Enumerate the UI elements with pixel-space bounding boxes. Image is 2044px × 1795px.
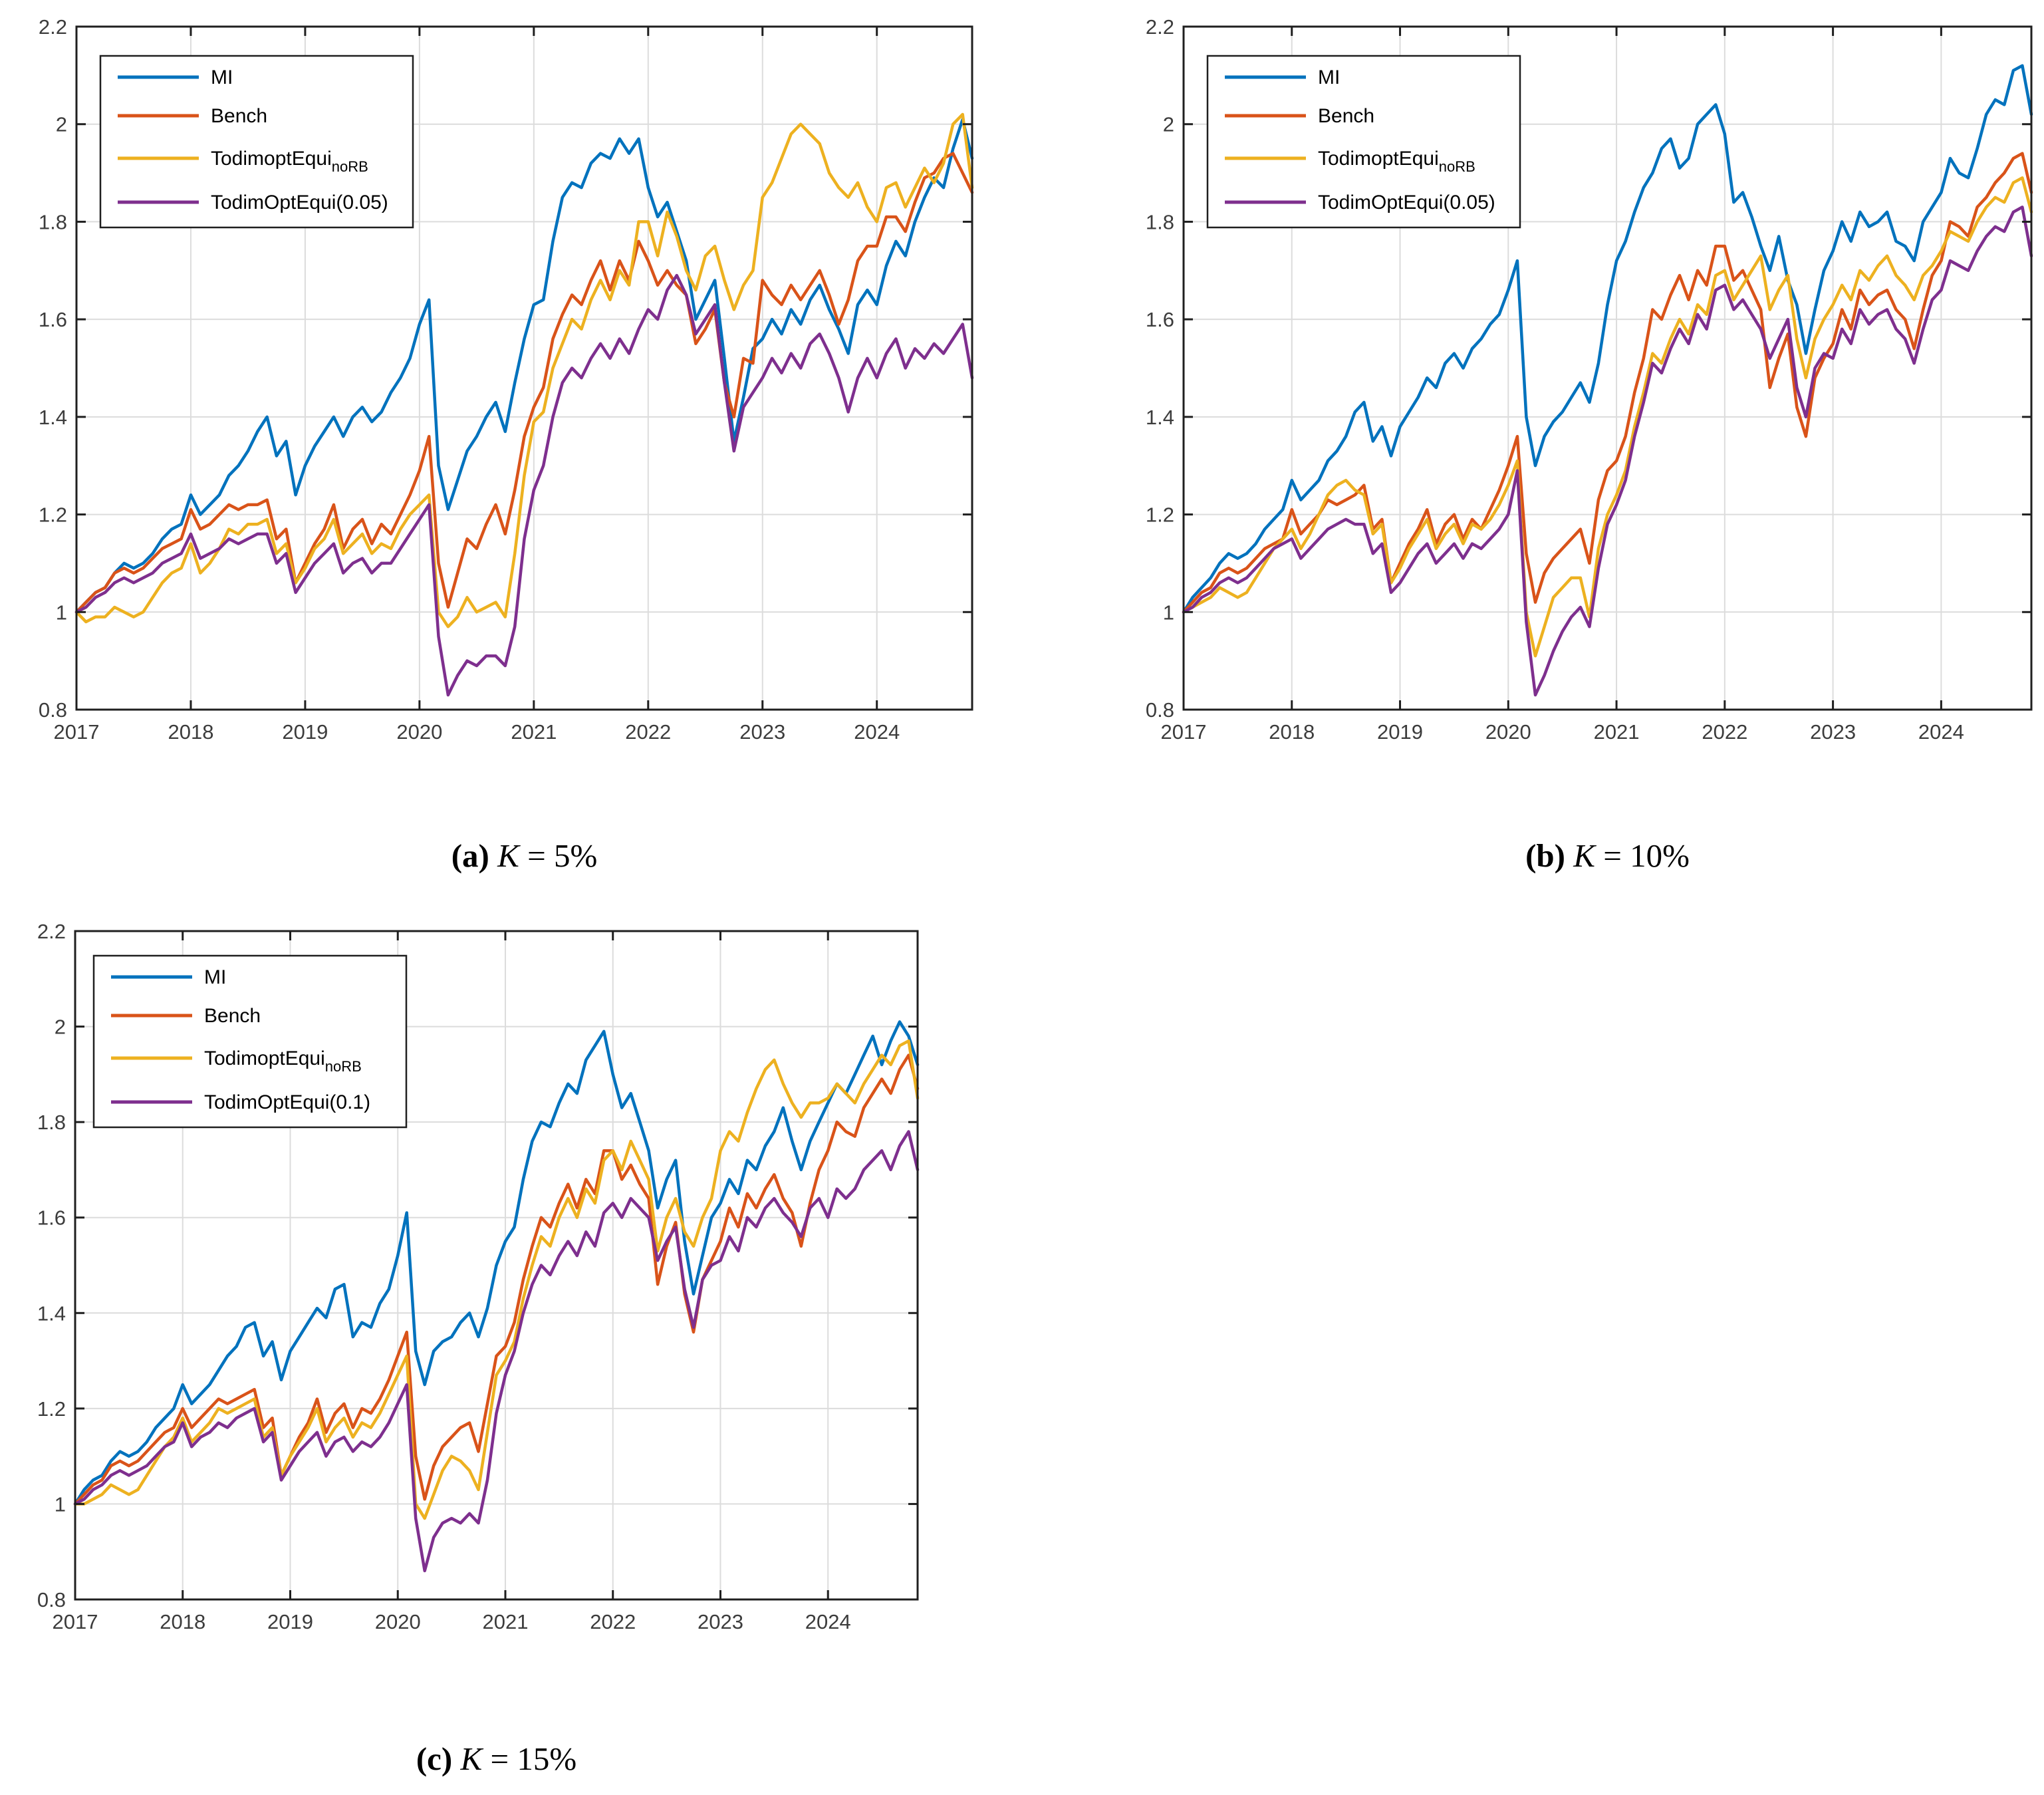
series-line-MI [74, 118, 974, 614]
panel-caption-b: (b) K = 10% [1184, 837, 2031, 875]
legend [92, 954, 408, 1129]
y-tick-label: 2.2 [39, 15, 67, 39]
x-tick-label: 2018 [1269, 720, 1315, 744]
y-tick-label: 0.8 [37, 1588, 66, 1611]
panel-caption-a: (a) K = 5% [76, 837, 972, 875]
y-tick-label: 1.8 [37, 1111, 66, 1134]
x-tick-label: 2018 [168, 720, 213, 744]
caption-prefix: (b) [1525, 837, 1565, 874]
x-tick-label: 2024 [805, 1610, 851, 1633]
axes-box [75, 25, 973, 711]
legend-item-label: MI [204, 966, 226, 988]
x-tick-label: 2020 [375, 1610, 421, 1633]
x-tick-label: 2022 [1702, 720, 1747, 744]
legend-item-label: MI [211, 67, 233, 88]
x-tick-label: 2018 [160, 1610, 205, 1633]
legend [1206, 55, 1521, 229]
y-tick-label: 1.2 [1146, 503, 1174, 527]
y-tick-label: 1.2 [37, 1397, 66, 1421]
y-tick-label: 1.8 [1146, 210, 1174, 233]
legend-item-label: Bench [204, 1005, 261, 1027]
series-line-TodimOptEqui005 [1182, 206, 2033, 697]
axes-box [74, 930, 919, 1601]
y-tick-label: 0.8 [39, 698, 67, 722]
x-tick-label: 2017 [53, 1610, 98, 1633]
caption-prefix: (a) [451, 837, 489, 874]
legend-item-label: Bench [1318, 105, 1374, 127]
y-tick-label: 1.6 [39, 308, 67, 331]
legend-label-subscript: noRB [332, 158, 368, 175]
x-tick-label: 2017 [54, 720, 100, 744]
caption-variable: K [460, 1740, 483, 1777]
series-line-TodimOptEqui005 [74, 273, 974, 697]
caption-variable: K [1573, 837, 1595, 874]
series-line-MI [1182, 64, 2033, 614]
series-line-Bench [74, 152, 974, 614]
y-tick-label: 1.2 [39, 503, 67, 527]
x-tick-label: 2024 [1918, 720, 1964, 744]
x-tick-label: 2020 [1485, 720, 1531, 744]
y-tick-label: 2.2 [1146, 15, 1174, 39]
legend-item-label: MI [1318, 67, 1340, 88]
caption-variable: K [497, 837, 519, 874]
x-tick-label: 2023 [1810, 720, 1856, 744]
y-tick-label: 1 [1163, 601, 1174, 624]
y-tick-label: 1.4 [1146, 406, 1174, 429]
legend [99, 55, 414, 229]
y-tick-label: 1.4 [39, 406, 67, 429]
x-tick-label: 2019 [1377, 720, 1423, 744]
y-tick-label: 1.8 [39, 210, 67, 233]
caption-prefix: (c) [416, 1740, 453, 1777]
y-tick-label: 1.4 [37, 1302, 66, 1325]
y-tick-label: 0.8 [1146, 698, 1174, 722]
legend-label-subscript: noRB [1439, 158, 1475, 175]
x-tick-label: 2019 [282, 720, 328, 744]
y-tick-label: 2 [1163, 113, 1174, 136]
y-tick-label: 1.6 [37, 1206, 66, 1230]
x-tick-label: 2021 [482, 1610, 528, 1633]
x-tick-label: 2021 [1594, 720, 1640, 744]
series-line-TodimOptEqui01 [73, 1130, 920, 1573]
x-tick-label: 2020 [396, 720, 442, 744]
legend-item-label: TodimOptEqui(0.05) [1318, 192, 1495, 213]
x-tick-label: 2023 [698, 1610, 743, 1633]
x-tick-label: 2021 [511, 720, 557, 744]
y-tick-label: 1 [56, 601, 67, 624]
legend-item-label: TodimOptEqui(0.1) [204, 1091, 370, 1113]
caption-value: = 5% [527, 837, 598, 874]
series-line-TodimoptEqui [1182, 176, 2033, 658]
legend-item-label: TodimOptEqui(0.05) [211, 192, 388, 213]
y-tick-label: 1 [55, 1492, 66, 1516]
x-tick-label: 2024 [854, 720, 900, 744]
series-line-TodimoptEqui [73, 1039, 920, 1520]
y-tick-label: 2 [55, 1016, 66, 1039]
x-tick-label: 2019 [267, 1610, 313, 1633]
series-line-TodimoptEqui [74, 112, 974, 628]
caption-value: = 10% [1603, 837, 1690, 874]
x-tick-label: 2017 [1161, 720, 1207, 744]
series-line-MI [73, 1020, 920, 1506]
y-tick-label: 1.6 [1146, 308, 1174, 331]
x-tick-label: 2022 [590, 1610, 636, 1633]
x-tick-label: 2022 [625, 720, 671, 744]
series-line-Bench [73, 1053, 920, 1506]
caption-value: = 15% [490, 1740, 577, 1777]
y-tick-label: 2.2 [37, 920, 66, 943]
axes-box [1182, 25, 2033, 711]
x-tick-label: 2023 [739, 720, 785, 744]
legend-item-label: Bench [211, 105, 267, 127]
y-tick-label: 2 [56, 113, 67, 136]
panel-caption-c: (c) K = 15% [75, 1740, 918, 1778]
legend-label-subscript: noRB [325, 1058, 362, 1075]
